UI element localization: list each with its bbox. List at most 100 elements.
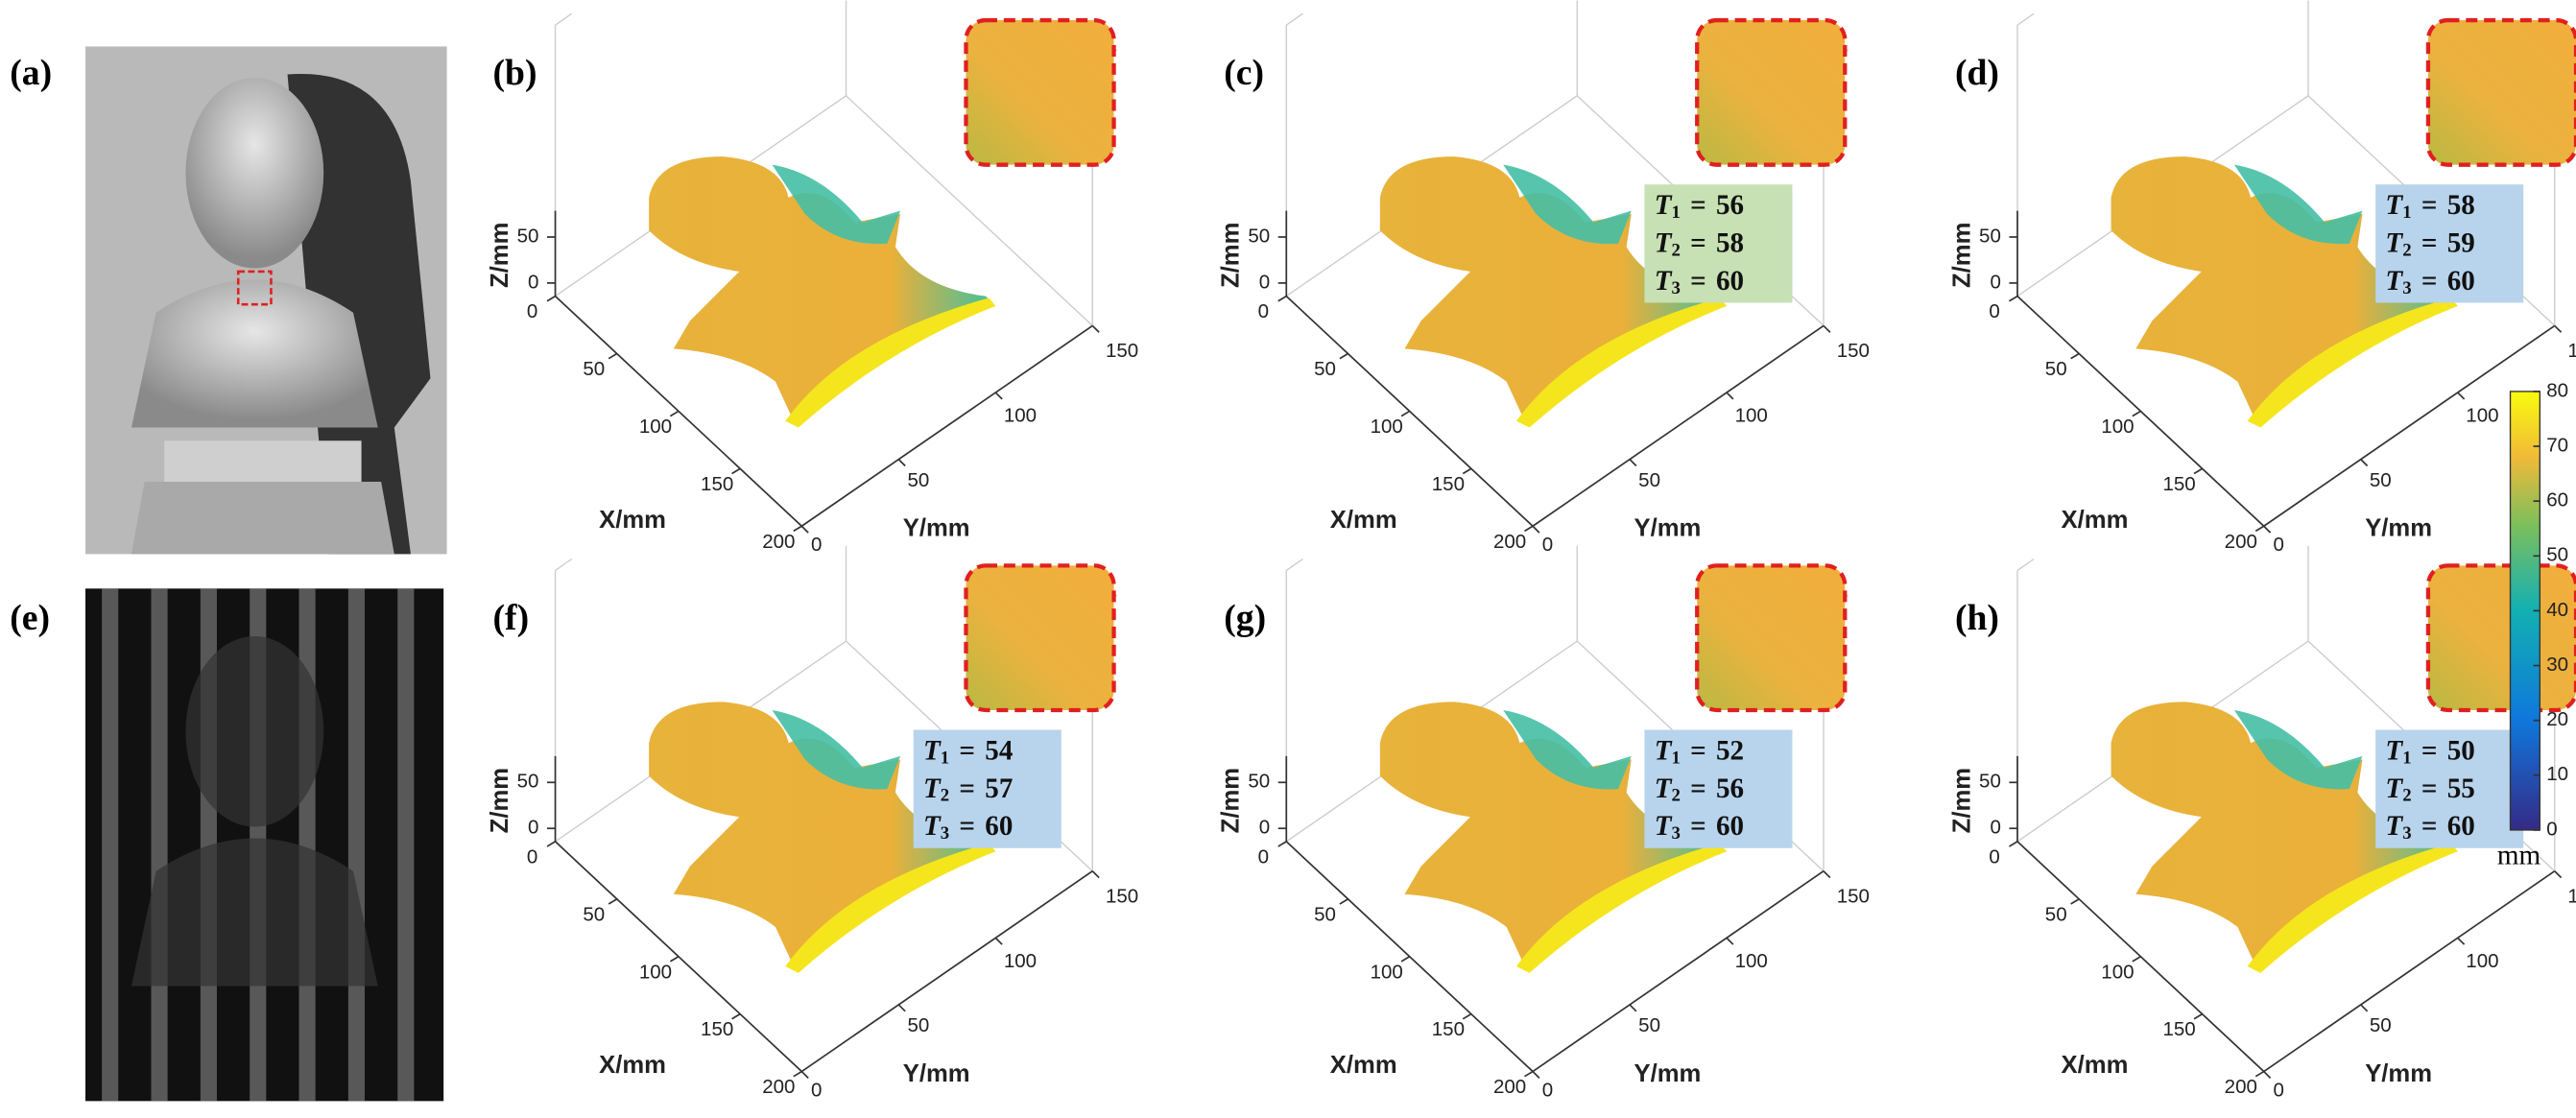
x-tick-label: 200 <box>1493 531 1526 553</box>
colorbar-tick-label: 20 <box>2546 708 2568 730</box>
threshold-index: 3 <box>2402 823 2411 844</box>
panel: (c) Z/mm X/mm Y/mm 0 50 100 150 200 0 50 100 150 0 50 T… <box>1218 0 1870 556</box>
panel-label: (h) <box>1955 598 1999 638</box>
threshold: T3 = 60 <box>1655 266 1744 298</box>
threshold: T2 = 58 <box>1655 227 1744 260</box>
x-tick <box>2254 1070 2265 1078</box>
point-cloud-base <box>2247 843 2458 973</box>
x-tick <box>669 956 680 963</box>
threshold-value: 58 <box>2447 190 2475 221</box>
z-tick-label: 0 <box>1259 271 1270 293</box>
y-tick-label: 50 <box>1638 1014 1660 1036</box>
x-tick <box>1524 1070 1534 1078</box>
x-tick <box>2193 467 2204 475</box>
x-axis-label: X/mm <box>599 507 666 534</box>
y-tick <box>994 392 1003 400</box>
y-tick <box>2263 1070 2272 1080</box>
threshold-rel: = <box>2421 811 2438 842</box>
x-tick-label: 100 <box>639 416 672 438</box>
threshold-symbol: T <box>923 735 942 766</box>
threshold-value: 60 <box>1716 266 1744 297</box>
point-cloud-hair <box>1503 709 1632 790</box>
threshold-box <box>2375 729 2524 848</box>
threshold-value: 56 <box>1716 190 1744 221</box>
panel-label: (f) <box>493 598 530 638</box>
threshold-index: 2 <box>2402 241 2411 261</box>
threshold: T2 = 57 <box>923 773 1013 806</box>
x-tick <box>2070 898 2080 905</box>
point-cloud-hair <box>772 709 901 790</box>
x-tick <box>2009 841 2018 847</box>
y-tick-label: 100 <box>2466 950 2498 972</box>
x-axis-label: X/mm <box>599 1052 666 1079</box>
x-tick-label: 0 <box>527 845 537 868</box>
x-tick-label: 200 <box>2225 531 2257 553</box>
threshold: T1 = 50 <box>2385 735 2474 768</box>
panel-label: (c) <box>1224 53 1264 93</box>
x-tick-label: 50 <box>2045 358 2067 380</box>
threshold: T2 = 55 <box>2385 773 2474 806</box>
inset <box>2425 563 2576 713</box>
x-tick-label: 0 <box>1989 845 1999 868</box>
threshold-rel: = <box>1690 266 1706 297</box>
threshold-symbol: T <box>1655 735 1673 766</box>
threshold-index: 1 <box>1671 202 1680 223</box>
x-tick-label: 150 <box>2162 1018 2195 1040</box>
y-tick-label: 150 <box>1837 340 1870 362</box>
y-tick-label: 0 <box>811 534 822 556</box>
axis-box <box>1285 545 1849 872</box>
threshold-index: 1 <box>941 749 949 769</box>
x-tick <box>2070 352 2080 360</box>
x-tick <box>2193 1012 2204 1020</box>
threshold-rel: = <box>2421 773 2438 804</box>
y-tick <box>1532 1070 1540 1080</box>
y-tick <box>2360 459 2369 467</box>
point-cloud <box>649 702 996 970</box>
y-axis-label: Y/mm <box>1634 1060 1701 1087</box>
y-tick-label: 150 <box>1106 886 1138 908</box>
x-tick-label: 50 <box>583 358 605 380</box>
inset <box>2425 17 2576 167</box>
point-cloud <box>2111 156 2458 425</box>
threshold: T2 = 56 <box>1655 773 1744 806</box>
colorbar-tick-label: 30 <box>2546 654 2568 676</box>
threshold-rel: = <box>2421 190 2438 221</box>
x-tick <box>2009 295 2018 302</box>
threshold-value: 58 <box>1716 227 1744 258</box>
y-tick <box>800 1070 809 1080</box>
y-tick <box>1823 870 1831 879</box>
threshold-rel: = <box>2421 227 2438 258</box>
x-tick-label: 100 <box>639 961 672 983</box>
point-cloud-hair <box>2233 709 2363 790</box>
x-tick-label: 50 <box>1314 903 1336 925</box>
threshold-index: 3 <box>941 823 949 844</box>
y-tick <box>2360 1004 2369 1012</box>
axis-box <box>554 0 1118 326</box>
x-tick-label: 200 <box>762 1076 795 1098</box>
threshold-symbol: T <box>2385 227 2403 258</box>
z-tick-label: 0 <box>1990 271 2000 293</box>
panel-label: (e) <box>10 598 50 638</box>
threshold-symbol: T <box>1655 266 1673 297</box>
threshold-value: 52 <box>1716 735 1744 766</box>
z-tick-label: 50 <box>517 225 539 247</box>
inset <box>1695 17 1848 167</box>
y-tick-label: 150 <box>1106 340 1138 362</box>
panel-label: (g) <box>1224 598 1266 638</box>
z-tick-label: 0 <box>528 817 538 839</box>
y-tick <box>2263 525 2272 534</box>
threshold-rel: = <box>1690 227 1706 258</box>
threshold-value: 60 <box>1716 811 1744 842</box>
x-tick-label: 0 <box>1258 845 1269 868</box>
x-tick-label: 50 <box>583 903 605 925</box>
threshold-box <box>2375 184 2524 303</box>
colorbar-unit: mm <box>2497 841 2541 871</box>
x-tick <box>1462 467 1472 475</box>
x-tick <box>1524 525 1534 533</box>
x-tick-label: 150 <box>701 1018 733 1040</box>
y-tick-label: 50 <box>2370 1014 2392 1036</box>
threshold-rel: = <box>959 811 975 842</box>
point-cloud <box>1379 702 1728 970</box>
